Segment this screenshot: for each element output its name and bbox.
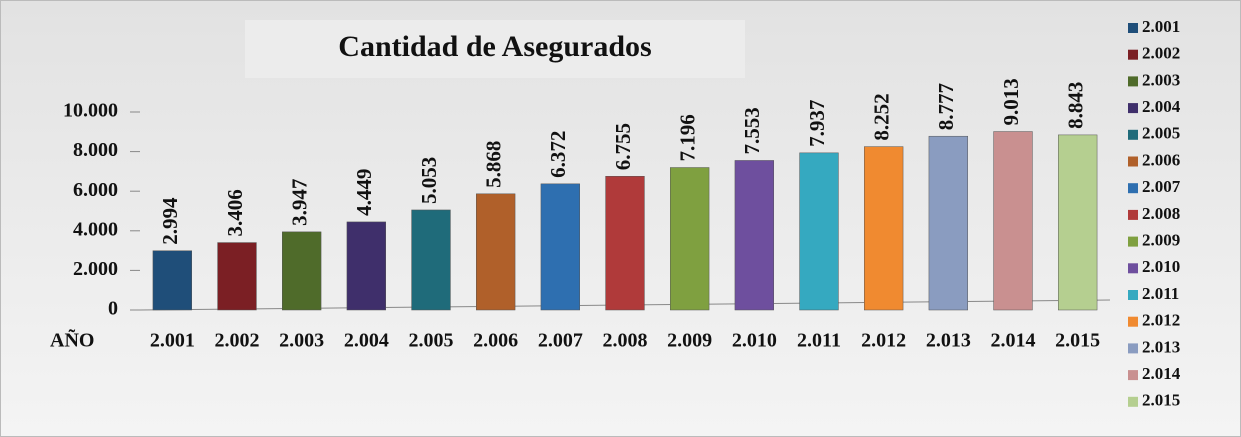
legend-label: 2.003: [1142, 70, 1180, 89]
y-tick-label: 6.000: [73, 179, 118, 201]
x-tick-label: 2.001: [150, 330, 195, 352]
x-axis-label: AÑO: [50, 329, 94, 352]
legend-label: 2.008: [1142, 204, 1180, 223]
legend-label: 2.011: [1142, 284, 1179, 303]
bar: [799, 152, 839, 311]
x-tick-label: 2.011: [797, 330, 841, 352]
legend-swatch: [1128, 290, 1138, 300]
legend-label: 2.009: [1142, 231, 1180, 250]
x-tick-label: 2.005: [409, 330, 454, 352]
value-label: 6.372: [546, 131, 570, 178]
x-tick-label: 2.010: [732, 330, 777, 352]
legend-swatch: [1128, 316, 1138, 327]
bar: [346, 221, 386, 311]
legend-swatch: [1128, 396, 1138, 407]
bar: [217, 242, 257, 311]
legend-label: 2.004: [1142, 97, 1181, 116]
legend-swatch: [1128, 183, 1138, 194]
value-label: 2.994: [158, 197, 182, 245]
value-label: 8.843: [1063, 82, 1087, 129]
legend-swatch: [1128, 129, 1138, 140]
y-tick-label: 8.000: [73, 139, 118, 161]
x-tick-label: 2.003: [279, 330, 324, 352]
y-tick-label: 0: [108, 298, 118, 320]
value-label: 8.252: [869, 93, 893, 140]
value-label: 6.755: [611, 123, 635, 170]
value-label: 9.013: [999, 78, 1023, 125]
legend-label: 2.007: [1142, 177, 1181, 196]
legend-swatch: [1128, 343, 1138, 354]
bar: [540, 183, 580, 311]
legend-label: 2.013: [1142, 337, 1180, 356]
legend-swatch: [1128, 236, 1138, 247]
bar: [282, 231, 322, 311]
legend-swatch: [1128, 263, 1138, 274]
value-label: 5.868: [481, 141, 505, 188]
x-tick-label: 2.002: [215, 330, 260, 352]
title-box: [245, 20, 745, 78]
value-label: 8.777: [934, 83, 958, 130]
bar: [411, 209, 451, 311]
legend-label: 2.005: [1142, 124, 1180, 143]
chart-title: Cantidad de Asegurados: [338, 30, 651, 63]
x-tick-label: 2.013: [926, 330, 971, 352]
bar: [1058, 134, 1098, 311]
x-tick-label: 2.006: [473, 330, 518, 352]
legend-swatch: [1128, 76, 1138, 87]
value-label: 3.406: [223, 189, 247, 236]
x-tick-label: 2.012: [861, 330, 906, 352]
bar: [670, 167, 710, 311]
bar: [152, 250, 192, 311]
legend-label: 2.010: [1142, 257, 1180, 276]
x-tick-label: 2.008: [603, 330, 648, 352]
value-label: 4.449: [352, 169, 376, 216]
bar: [993, 131, 1033, 311]
legend-swatch: [1128, 370, 1138, 381]
y-tick-label: 4.000: [73, 218, 118, 240]
legend-label: 2.001: [1142, 17, 1180, 36]
x-tick-label: 2.014: [991, 330, 1036, 352]
value-label: 7.937: [805, 100, 829, 147]
x-tick-label: 2.004: [344, 330, 389, 352]
legend-swatch: [1128, 23, 1138, 33]
bar: [605, 176, 645, 311]
bar: [864, 146, 904, 311]
legend-swatch: [1128, 103, 1138, 114]
legend-label: 2.012: [1142, 311, 1180, 330]
value-label: 5.053: [417, 157, 441, 204]
x-tick-label: 2.009: [667, 330, 712, 352]
y-tick-label: 2.000: [73, 258, 118, 280]
value-label: 3.947: [287, 179, 311, 226]
value-label: 7.196: [675, 114, 699, 161]
legend-label: 2.002: [1142, 44, 1180, 63]
legend-swatch: [1128, 209, 1138, 220]
bar: [928, 135, 968, 311]
y-tick-label: 10.000: [63, 100, 118, 122]
legend-label: 2.006: [1142, 150, 1180, 169]
legend-swatch: [1128, 156, 1138, 167]
legend-label: 2.015: [1142, 391, 1180, 410]
value-label: 7.553: [740, 107, 764, 154]
x-tick-label: 2.015: [1055, 330, 1100, 352]
bar: [476, 193, 516, 311]
bar: [734, 160, 774, 311]
legend-label: 2.014: [1142, 364, 1181, 383]
legend-swatch: [1128, 49, 1138, 60]
x-tick-label: 2.007: [538, 330, 583, 352]
